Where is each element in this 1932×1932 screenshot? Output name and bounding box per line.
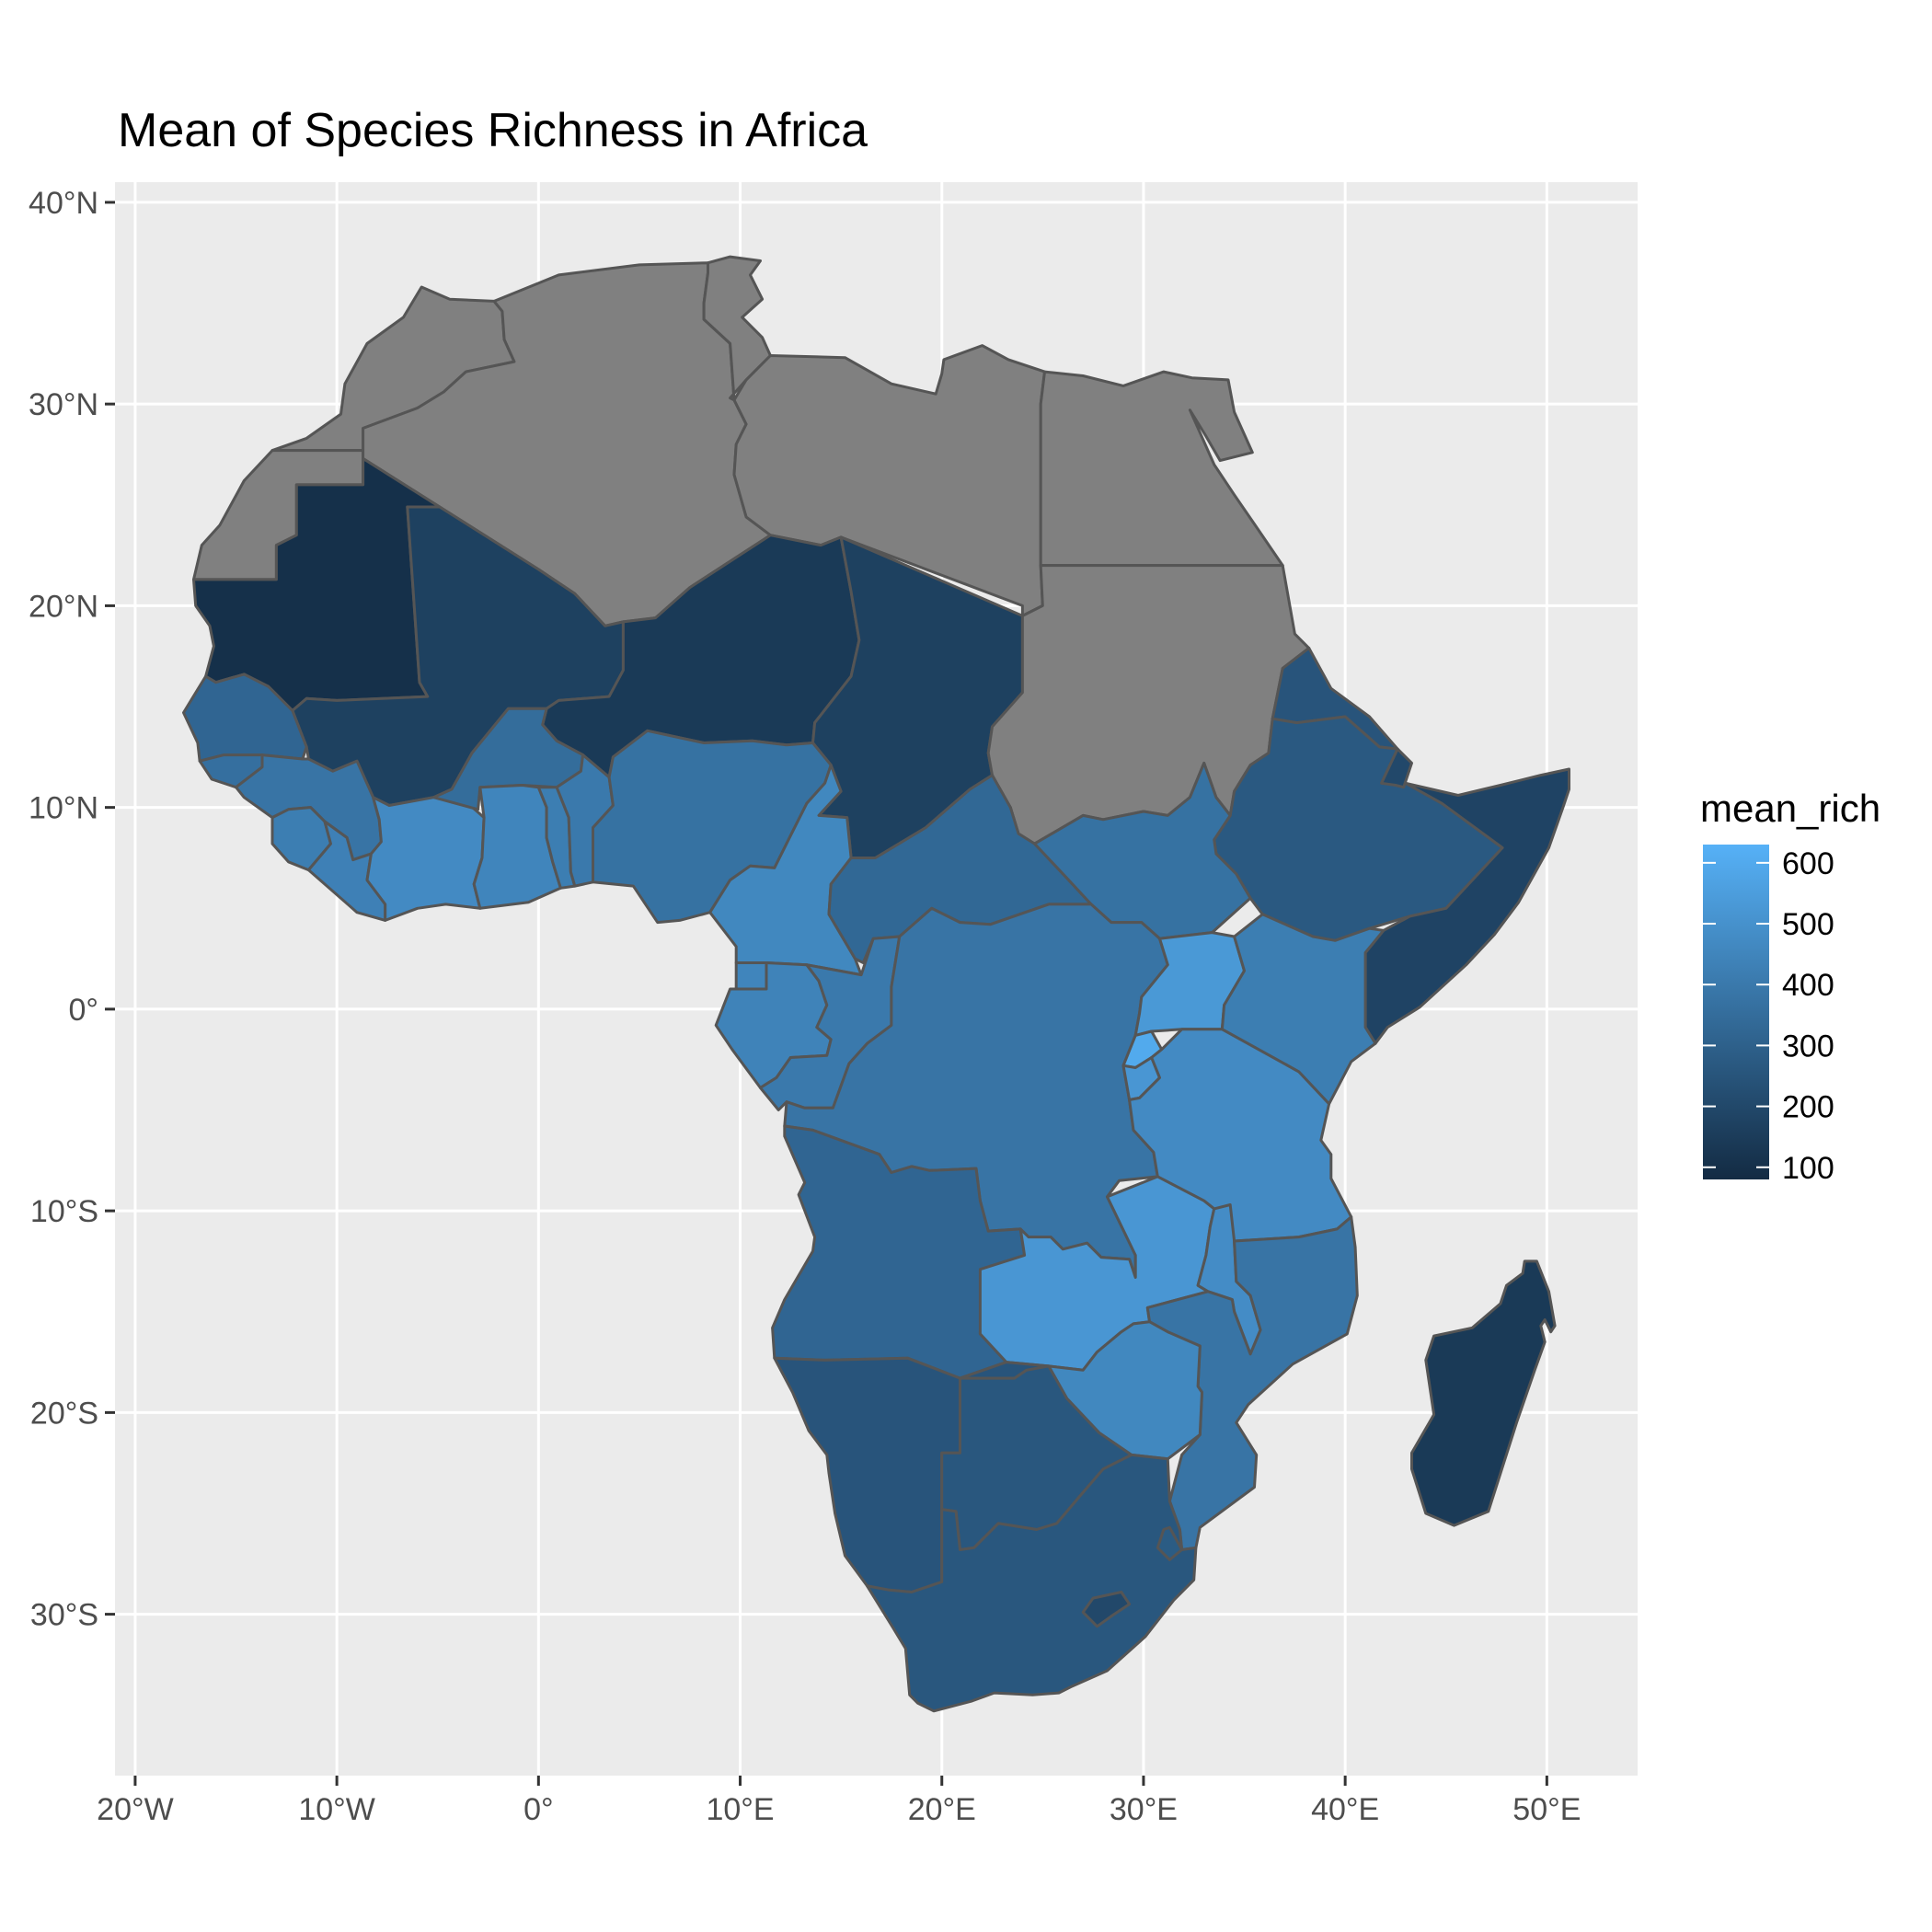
- country-layer: [182, 255, 1570, 1713]
- region-kenya: [1220, 913, 1386, 1106]
- y-tick-label: 20°S: [30, 1396, 98, 1431]
- region-cote-d-ivoire: [365, 788, 486, 922]
- legend-ticks: 600 500 400 300 200 100: [1703, 846, 1834, 1186]
- legend-label: 500: [1782, 907, 1834, 942]
- legend-label: 400: [1782, 968, 1834, 1003]
- page-title: Mean of Species Richness in Africa: [118, 104, 868, 157]
- x-tick-label: 40°E: [1311, 1792, 1379, 1827]
- x-tick-label: 50°E: [1512, 1792, 1581, 1827]
- legend-label: 200: [1782, 1090, 1834, 1125]
- x-tick-label: 10°E: [706, 1792, 774, 1827]
- x-tick-label: 10°W: [298, 1792, 375, 1827]
- legend-label: 600: [1782, 846, 1834, 881]
- region-south-africa: [866, 1453, 1198, 1713]
- x-tick-label: 20°E: [908, 1792, 976, 1827]
- x-tick-label: 20°W: [97, 1792, 174, 1827]
- y-tick-label: 10°S: [30, 1194, 98, 1229]
- y-tick-label: 10°N: [29, 791, 98, 826]
- legend-label: 300: [1782, 1029, 1834, 1064]
- x-tick-label: 30°E: [1110, 1792, 1178, 1827]
- region-djibouti: [1380, 747, 1413, 789]
- y-tick-label: 40°N: [29, 186, 98, 221]
- legend: mean_rich 600 500 400 300 200 100: [1700, 787, 1880, 1186]
- y-tick-label: 30°N: [29, 387, 98, 422]
- region-equatorial-guinea: [734, 961, 768, 991]
- axis-ticks: 20°W 10°W 0° 10°E 20°E 30°E 40°E 50°E 40°N 30°N 20…: [29, 186, 1581, 1827]
- y-tick-label: 0°: [68, 993, 98, 1028]
- region-swaziland: [1156, 1525, 1184, 1561]
- region-somalia: [1363, 767, 1570, 1045]
- x-tick-label: 0°: [523, 1792, 554, 1827]
- legend-title: mean_rich: [1700, 787, 1880, 830]
- legend-colorbar: [1703, 845, 1769, 1179]
- legend-label: 100: [1782, 1151, 1834, 1186]
- y-tick-label: 20°N: [29, 589, 98, 624]
- region-madagascar: [1410, 1259, 1557, 1527]
- y-tick-label: 30°S: [30, 1598, 98, 1633]
- region-lesotho: [1081, 1591, 1132, 1628]
